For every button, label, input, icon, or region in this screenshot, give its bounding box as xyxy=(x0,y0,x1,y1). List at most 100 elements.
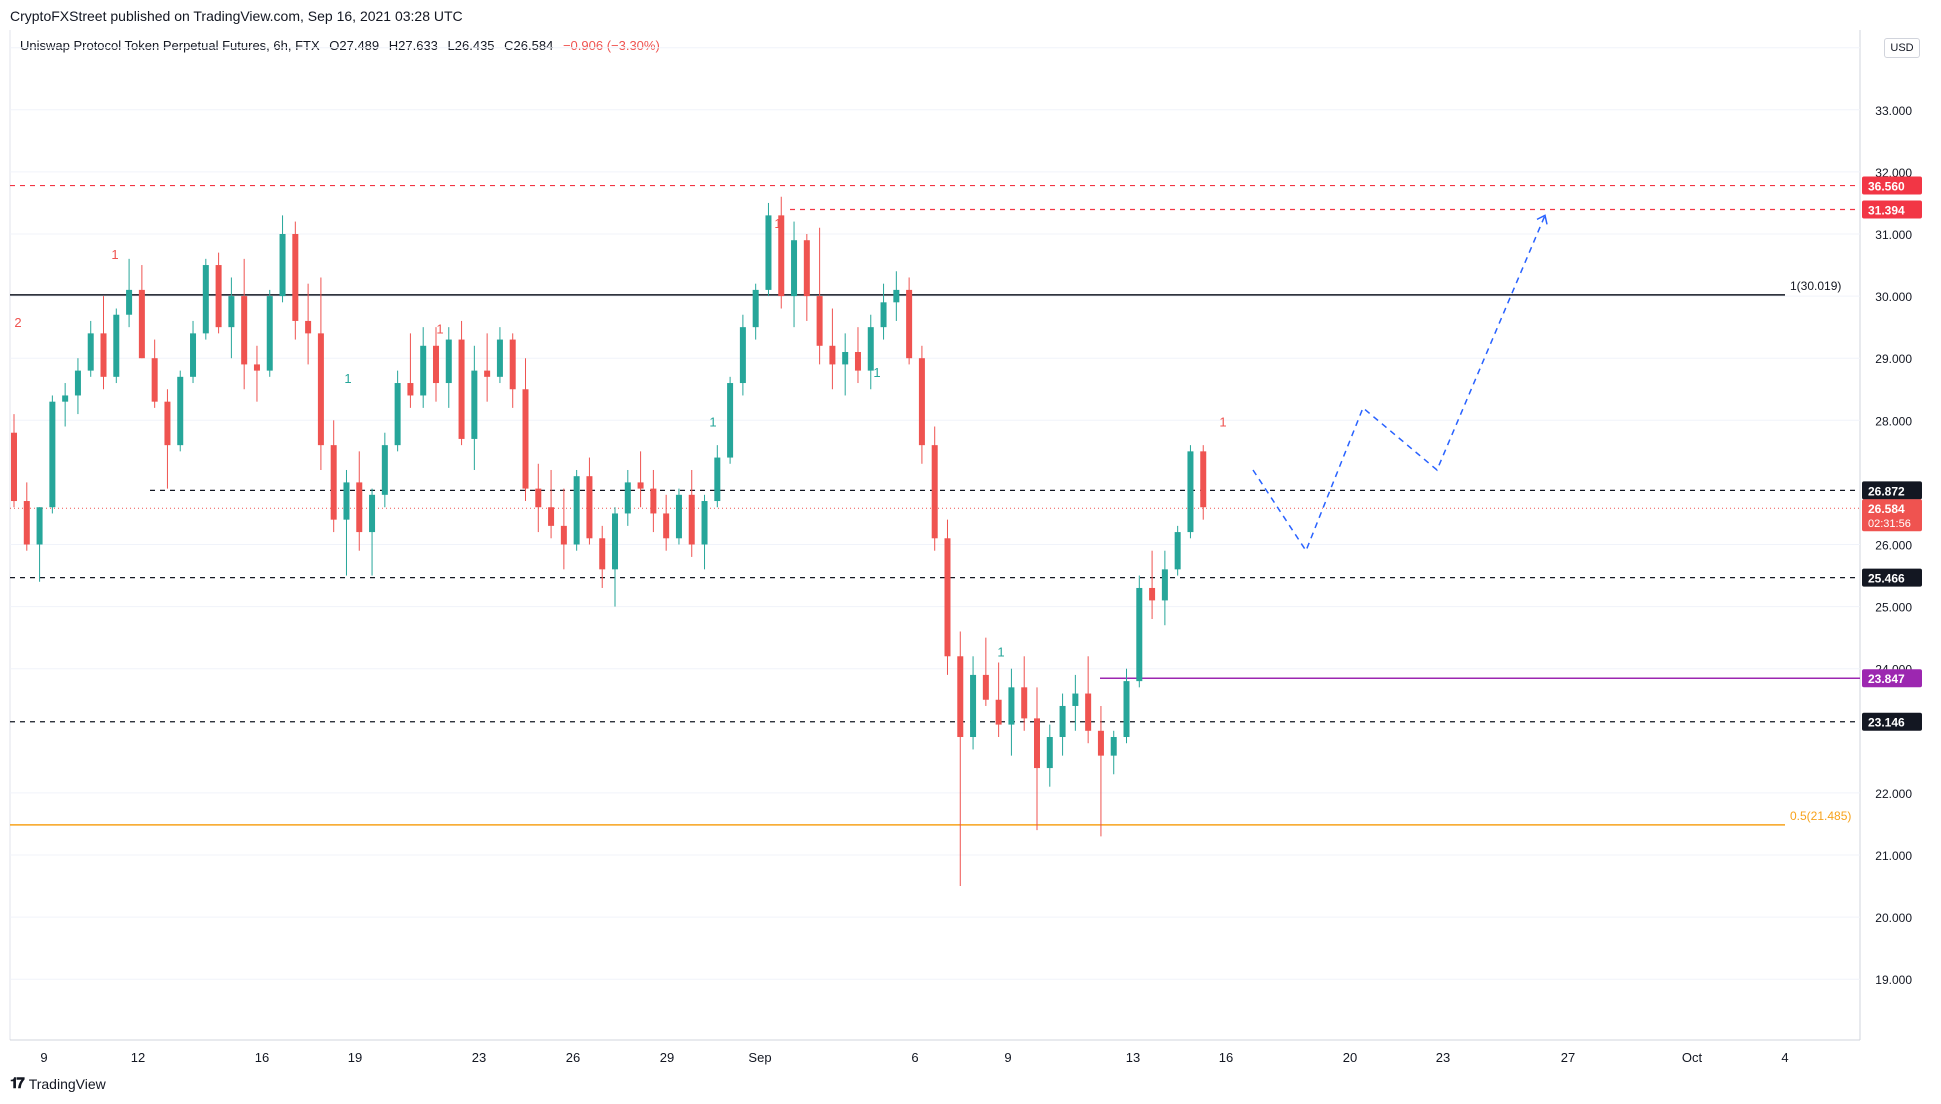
y-tick-label: 20.000 xyxy=(1875,911,1912,925)
candle-body xyxy=(931,445,938,539)
td-marker: 1 xyxy=(111,247,118,262)
close-value: C26.584 xyxy=(504,38,554,53)
price-label-text: 23.146 xyxy=(1868,716,1905,730)
candle-body xyxy=(1187,451,1194,533)
td-marker: 1 xyxy=(436,321,443,336)
candle-body xyxy=(1200,451,1207,508)
x-tick-label: Oct xyxy=(1682,1050,1703,1065)
candle-body xyxy=(701,501,708,545)
candle-body xyxy=(1110,737,1117,756)
candle-body xyxy=(1097,730,1104,756)
candle-body xyxy=(612,513,619,570)
candle-body xyxy=(509,339,516,390)
td-marker: 1 xyxy=(774,216,781,231)
candle-body xyxy=(765,215,772,290)
low-value: L26.435 xyxy=(447,38,495,53)
candle-body xyxy=(829,345,836,365)
candle-body xyxy=(1161,569,1168,601)
candle-body xyxy=(637,482,644,489)
price-label-box xyxy=(1862,481,1922,500)
currency-button[interactable]: USD xyxy=(1884,38,1920,58)
candle-body xyxy=(663,513,670,539)
price-label-text: 36.560 xyxy=(1868,180,1905,194)
candle-body xyxy=(650,488,657,514)
candle-body xyxy=(573,476,580,545)
high-value: H27.633 xyxy=(388,38,438,53)
price-label-text: 23.847 xyxy=(1868,672,1905,686)
x-tick-label: 23 xyxy=(472,1050,486,1065)
candle-body xyxy=(957,656,964,738)
candle-body xyxy=(266,296,273,371)
td-marker: 2 xyxy=(14,315,21,330)
candle-body xyxy=(970,674,977,738)
x-tick-label: 12 xyxy=(131,1050,145,1065)
candle-body xyxy=(87,333,94,371)
price-label-text: 25.466 xyxy=(1868,572,1905,586)
y-tick-label: 26.000 xyxy=(1875,539,1912,553)
candle-body xyxy=(471,370,478,439)
candle-body xyxy=(228,296,235,328)
candle-body xyxy=(727,383,734,458)
y-tick-label: 28.000 xyxy=(1875,414,1912,428)
price-label-box xyxy=(1862,712,1922,731)
y-tick-label: 30.000 xyxy=(1875,290,1912,304)
candle-body xyxy=(394,383,401,446)
candle-body xyxy=(906,289,913,359)
current-price-text: 26.584 xyxy=(1868,502,1905,516)
candle-body xyxy=(944,538,951,657)
candle-body xyxy=(1149,587,1156,601)
candle-body xyxy=(778,215,785,297)
x-tick-label: 16 xyxy=(1219,1050,1233,1065)
candle-body xyxy=(535,488,542,508)
candle-body xyxy=(548,507,555,526)
change-value: −0.906 (−3.30%) xyxy=(562,38,660,53)
candle-body xyxy=(317,333,324,446)
y-tick-label: 33.000 xyxy=(1875,104,1912,118)
candle-body xyxy=(803,240,810,297)
candle-body xyxy=(445,339,452,384)
candle-body xyxy=(253,364,260,371)
publisher-header: CryptoFXStreet published on TradingView.… xyxy=(10,8,463,24)
candle-body xyxy=(624,482,631,514)
fib-level-label: 0.5(21.485) xyxy=(1790,809,1851,823)
td-marker: 1 xyxy=(344,371,351,386)
candle-body xyxy=(202,265,209,334)
symbol-legend: Uniswap Protocol Token Perpetual Futures… xyxy=(20,38,660,53)
td-marker: 1 xyxy=(873,365,880,380)
x-tick-label: 4 xyxy=(1781,1050,1788,1065)
candle-body xyxy=(1123,681,1130,738)
candle-body xyxy=(432,345,439,384)
candle-body xyxy=(279,234,286,297)
candle-body xyxy=(126,289,133,315)
x-tick-label: 23 xyxy=(1436,1050,1450,1065)
y-tick-label: 32.000 xyxy=(1875,166,1912,180)
candle-body xyxy=(343,482,350,520)
y-tick-label: 31.000 xyxy=(1875,228,1912,242)
candle-body xyxy=(177,376,184,446)
x-tick-label: 9 xyxy=(1004,1050,1011,1065)
candle-body xyxy=(918,358,925,446)
candle-body xyxy=(151,358,158,402)
x-tick-label: 19 xyxy=(348,1050,362,1065)
candle-body xyxy=(880,302,887,328)
candle-body xyxy=(560,525,567,545)
candle-body xyxy=(356,482,363,533)
tradingview-logo-icon: 𝟏𝟕 xyxy=(10,1075,25,1092)
candle-body xyxy=(739,327,746,384)
candle-body xyxy=(842,351,849,365)
price-label-text: 31.394 xyxy=(1868,204,1905,218)
td-marker: 1 xyxy=(709,415,716,430)
candle-body xyxy=(23,501,30,545)
y-tick-label: 21.000 xyxy=(1875,849,1912,863)
projection-path xyxy=(1252,215,1546,553)
x-tick-label: 13 xyxy=(1126,1050,1140,1065)
candle-body xyxy=(816,296,823,346)
candle-body xyxy=(49,401,56,508)
x-tick-label: 6 xyxy=(911,1050,918,1065)
td-marker: 1 xyxy=(997,644,1004,659)
open-value: O27.489 xyxy=(329,38,380,53)
candle-body xyxy=(752,289,759,328)
fib-level-label: 1(30.019) xyxy=(1790,279,1841,293)
candle-body xyxy=(36,507,43,545)
